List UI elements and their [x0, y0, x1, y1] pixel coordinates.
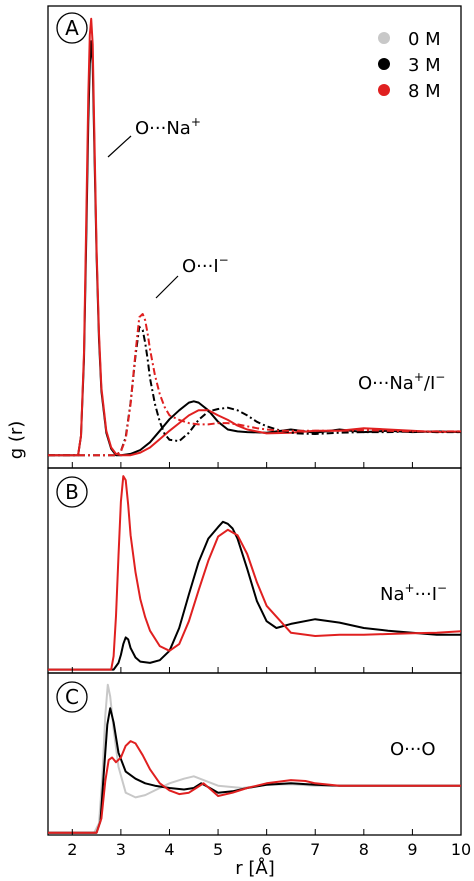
panel-b-frame [47, 467, 462, 674]
panel-c-frame [47, 672, 462, 836]
x-tick-label: 4 [164, 840, 174, 859]
svg-text:C: C [65, 685, 79, 709]
y-axis-label: g (r) [6, 421, 27, 460]
legend-label-8m: 8 M [408, 81, 441, 102]
svg-text:B: B [65, 480, 79, 504]
panel-a-label: A [56, 12, 88, 44]
panel-b-plot [48, 475, 462, 671]
x-axis-label: r [Å] [235, 857, 274, 879]
legend-marker-8m [378, 84, 390, 96]
x-tick-label: 6 [262, 840, 272, 859]
annotation-o-na: O···Na+ [135, 115, 201, 139]
series-line-panel-c-8m [48, 740, 461, 834]
legend: 0 M 3 M 8 M [378, 29, 441, 102]
annotation-o-i: O···I− [182, 253, 229, 277]
panel-c-plot [48, 683, 461, 834]
x-tick-label: 10 [451, 840, 471, 859]
x-tick-label: 7 [310, 840, 320, 859]
oi-leader-line [155, 275, 179, 299]
x-axis-ticks: 2 3 4 5 6 7 8 9 10 [67, 462, 471, 859]
x-tick-label: 8 [359, 840, 369, 859]
ona-leader-line [107, 135, 132, 158]
x-tick-label: 2 [67, 840, 77, 859]
panel-c-label: C [56, 681, 88, 713]
panel-a-frame [47, 5, 462, 469]
series-line-panel-b-8m [48, 475, 462, 671]
x-tick-label: 3 [116, 840, 126, 859]
panel-b-label: B [56, 476, 88, 508]
x-tick-label: 5 [213, 840, 223, 859]
series-line-panel-a-oi-8m [48, 313, 461, 457]
svg-text:A: A [65, 16, 79, 40]
annotation-na-i: Na+···I− [380, 581, 447, 605]
x-tick-label: 9 [407, 840, 417, 859]
legend-label-3m: 3 M [408, 55, 441, 76]
annotation-o-na-i: O···Na+/I− [358, 370, 445, 394]
series-line-panel-c-3m [48, 707, 461, 834]
legend-marker-0m [378, 32, 390, 44]
series-line-panel-b-3m [48, 520, 461, 671]
legend-marker-3m [378, 58, 390, 70]
panel-a-plot [48, 17, 462, 457]
annotation-o-o: O···O [390, 739, 436, 760]
legend-label-0m: 0 M [408, 29, 441, 50]
